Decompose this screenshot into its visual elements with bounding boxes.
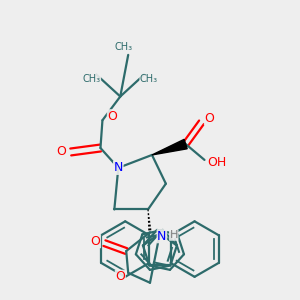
Text: N: N [114,161,123,174]
Text: O: O [107,110,117,123]
Text: CH₃: CH₃ [82,74,100,84]
Text: O: O [205,112,214,125]
Text: N: N [157,230,167,243]
Polygon shape [152,139,187,155]
Text: H: H [169,230,178,240]
Text: OH: OH [208,156,227,170]
Text: O: O [56,146,66,158]
Text: CH₃: CH₃ [114,42,132,52]
Text: CH₃: CH₃ [140,74,158,84]
Text: O: O [115,270,125,283]
Text: O: O [91,235,100,248]
